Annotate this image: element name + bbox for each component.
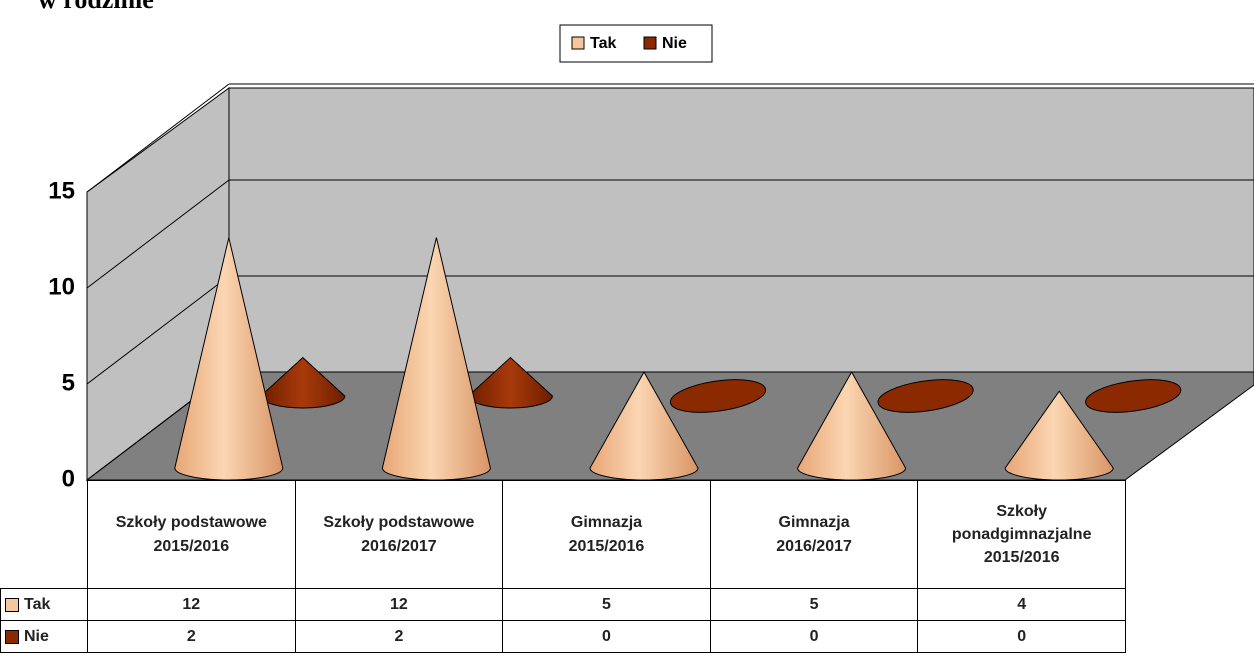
value-cell: 2 [294,620,504,653]
y-tick-label: 5 [62,369,75,396]
category-cell: Szkoły ponadgimnazjalne 2015/2016 [917,480,1126,589]
grid-line [86,275,230,385]
y-tick-label: 15 [48,177,75,204]
value-cell: 4 [917,588,1126,621]
category-cell: Gimnazja 2016/2017 [709,480,919,589]
table-swatch [5,629,19,644]
value-cell: 0 [502,620,711,653]
legend-label: Nie [662,35,687,52]
category-cell: Szkoły podstawowe 2016/2017 [294,480,504,589]
value-cell: 0 [709,620,919,653]
grid-line [86,83,230,193]
value-cell: 2 [87,620,296,653]
legend-label: Tak [590,35,616,52]
legend [559,24,713,63]
legend-swatch [571,36,585,50]
back-wall [228,87,1254,373]
cone [797,370,907,481]
cone [589,370,699,481]
value-cell: 12 [294,588,504,621]
cone [669,379,767,413]
series-header-cell: Nie [0,620,88,653]
cone [174,237,284,481]
category-cell: Gimnazja 2015/2016 [502,480,711,589]
category-cell: Szkoły podstawowe 2015/2016 [87,480,296,589]
series-header-cell: Tak [0,588,88,621]
value-cell: 5 [502,588,711,621]
cone [877,379,974,413]
grid-line [86,179,230,289]
series-name: Nie [24,627,49,645]
y-tick-label: 0 [62,465,75,492]
cone [381,237,491,481]
table-swatch [5,597,19,612]
value-cell: 12 [87,588,296,621]
y-tick-label: 10 [48,273,75,300]
cone [1004,390,1114,481]
cone [1085,379,1182,413]
value-cell: 0 [917,620,1126,653]
value-cell: 5 [709,588,919,621]
chart-title: w rodzinie [38,0,154,14]
legend-swatch [643,36,657,50]
series-name: Tak [24,595,51,613]
